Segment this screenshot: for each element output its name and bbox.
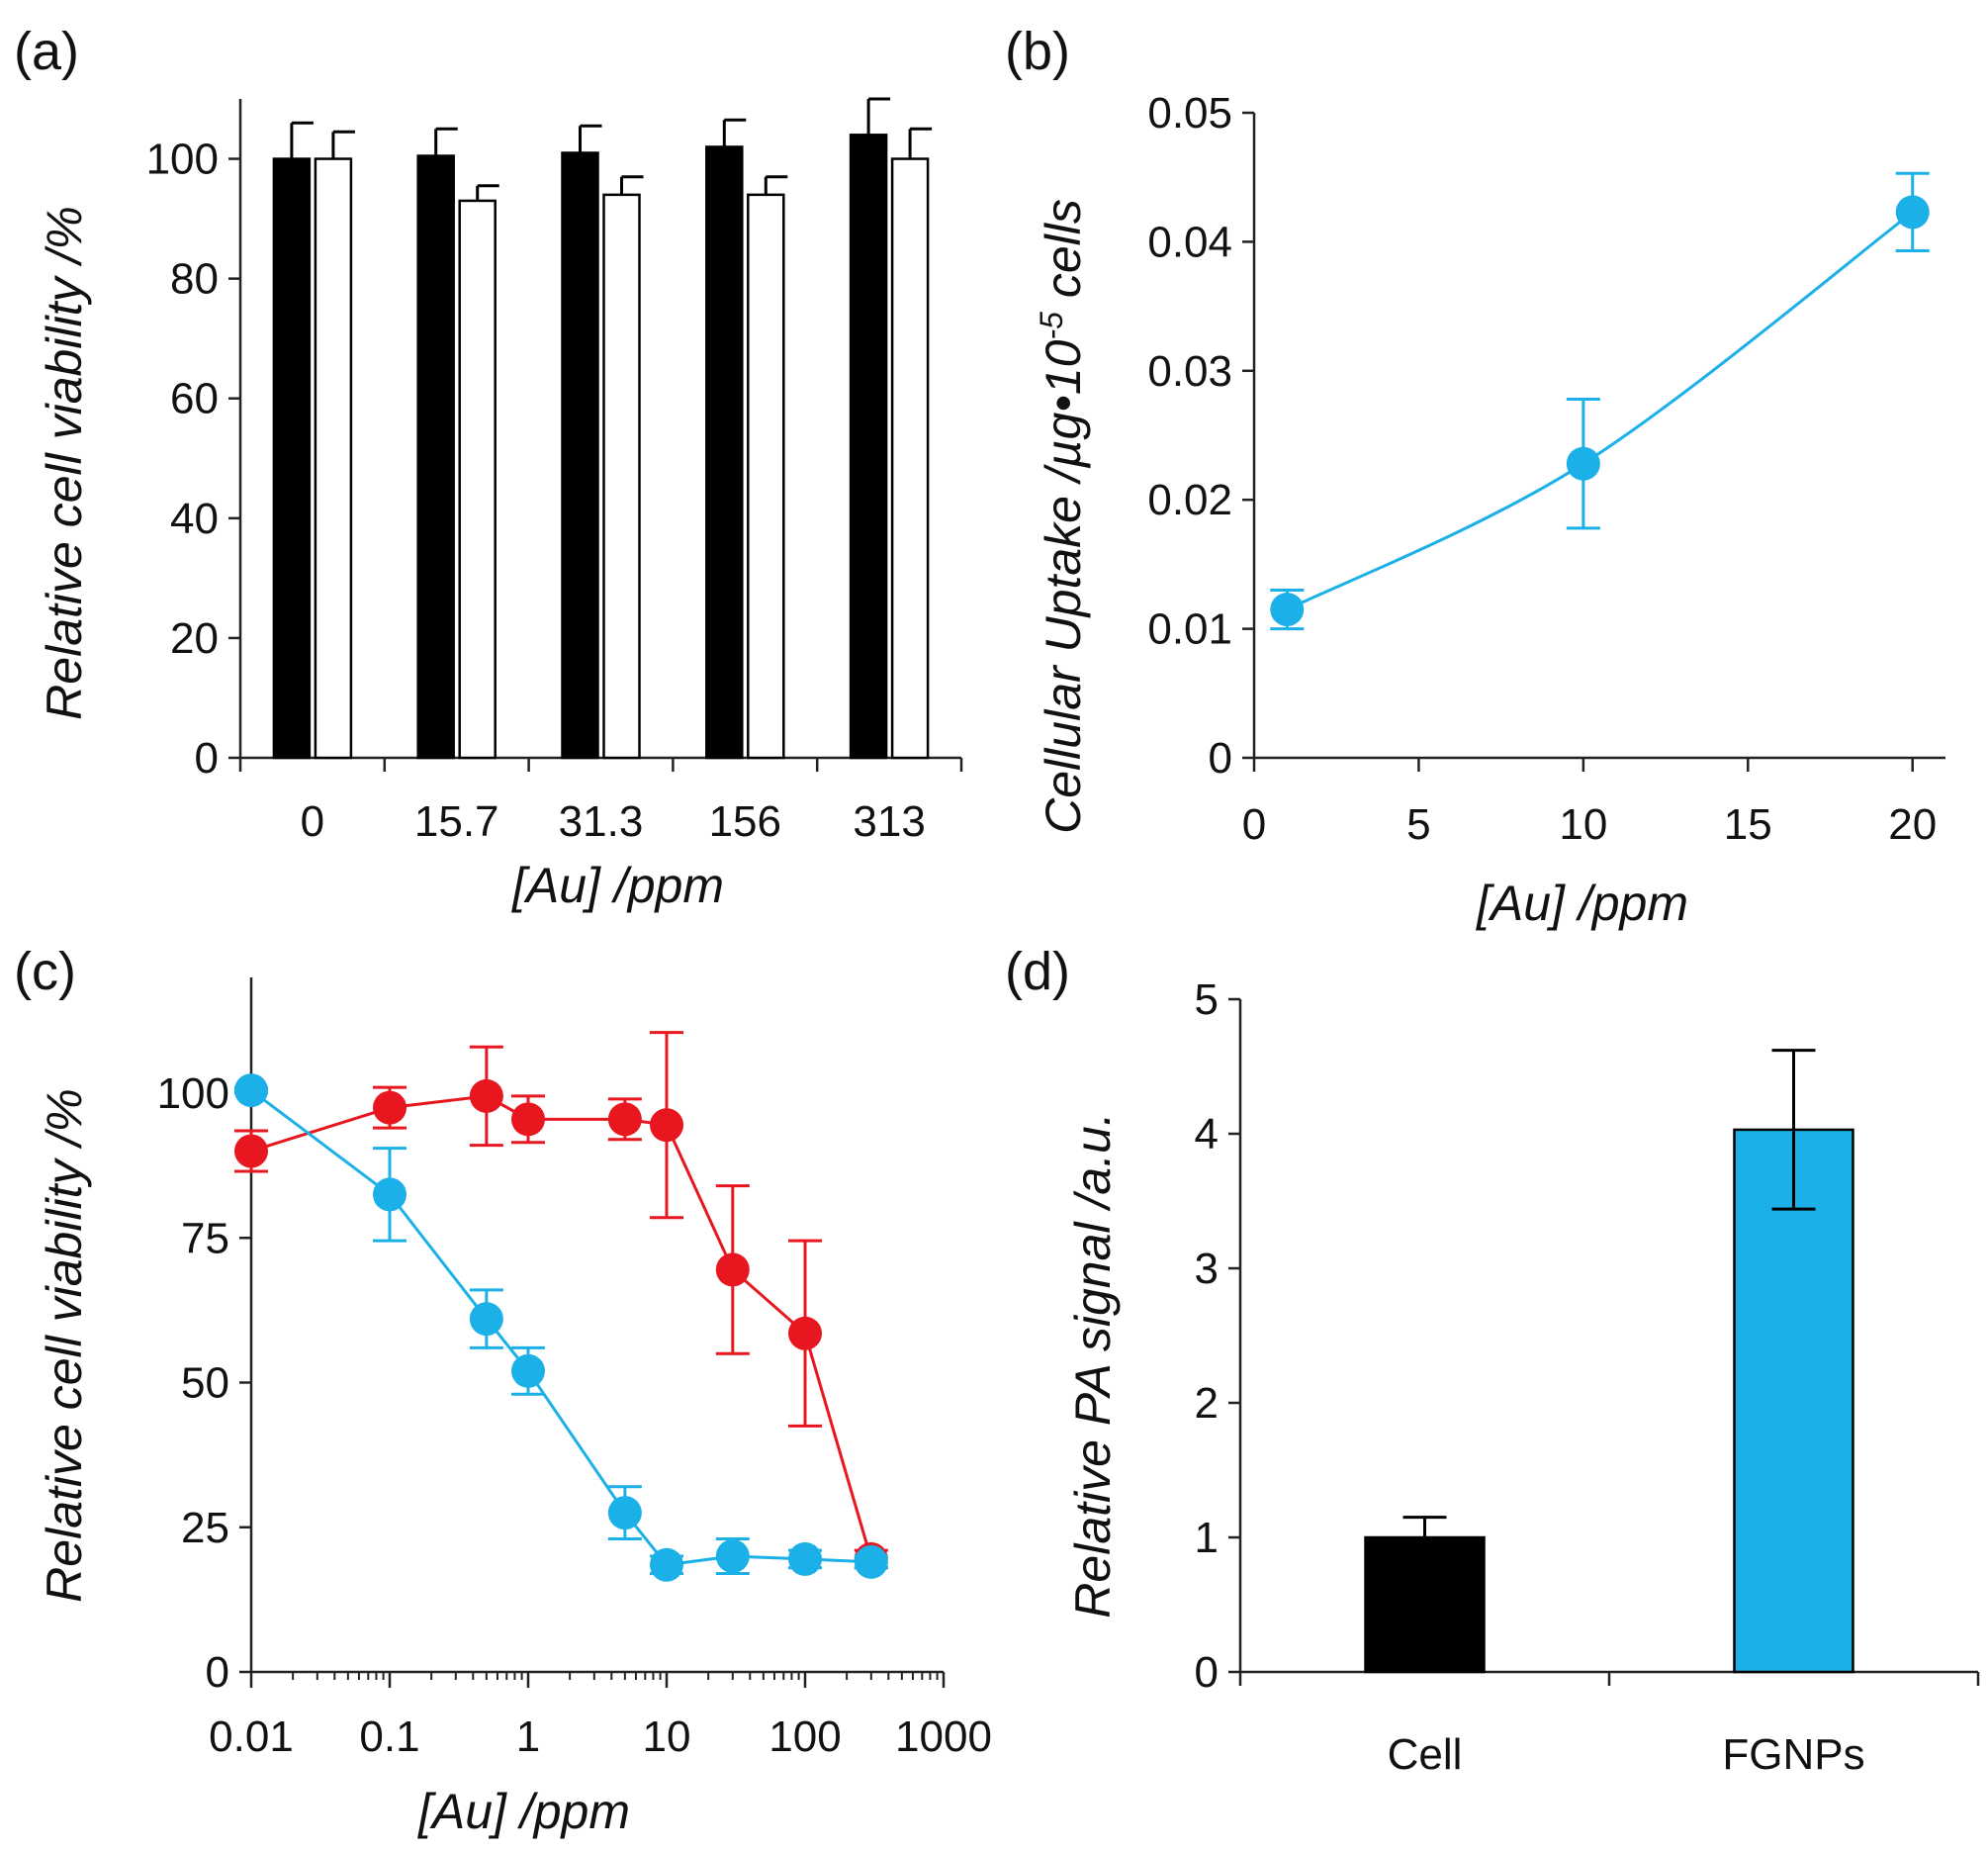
panel-b-ylabel-main: Cellular Uptake /µg•10 <box>1036 339 1091 834</box>
panel-c-blue-point <box>234 1073 268 1108</box>
panel-c-blue-point <box>373 1177 407 1212</box>
panel-b-point <box>1895 195 1930 230</box>
panel-b-ytick-label: 0.04 <box>1147 218 1232 266</box>
panel-c-ytick-label: 100 <box>157 1069 229 1118</box>
panel-a-ytick-label: 0 <box>195 734 219 783</box>
panel-a-bar-open <box>602 193 641 760</box>
panel-b-ylabel: Cellular Uptake /µg•10-5 cells <box>1034 199 1091 834</box>
panel-b-xtick-label: 15 <box>1724 800 1772 849</box>
panel-a-letter: (a) <box>14 22 79 81</box>
panel-a-xtick-label: 313 <box>853 797 925 846</box>
panel-c-xtick-label: 1 <box>516 1713 540 1761</box>
panel-a-xtick-label: 156 <box>709 797 781 846</box>
panel-b-point <box>1270 593 1305 627</box>
panel-d-bar-fgnps <box>1733 1128 1854 1674</box>
panel-c-red-point <box>234 1134 268 1168</box>
panel-b-point <box>1566 446 1600 481</box>
panel-b-ytick-label: 0.02 <box>1147 476 1232 524</box>
panel-d-xtick-label: Cell <box>1388 1730 1463 1779</box>
panel-c-ylabel: Relative cell viability /% <box>37 1088 92 1603</box>
panel-d-ytick-label: 1 <box>1195 1514 1219 1562</box>
panel-c-xtick-label: 100 <box>768 1713 841 1761</box>
panel-a-ytick-label: 100 <box>146 136 219 184</box>
panel-d-ytick-label: 2 <box>1195 1379 1219 1428</box>
panel-c-chart: (c) Relative cell viability /% [Au] /ppm… <box>14 942 992 1839</box>
panel-c-xlabel: [Au] /ppm <box>417 1784 630 1839</box>
panel-d-chart: (d) Relative PA signal /a.u. 0 1 2 3 4 5 Cell F… <box>1005 942 1980 1779</box>
panel-c-blue-point <box>715 1539 750 1573</box>
panel-b-ytick-label: 0.03 <box>1147 347 1232 396</box>
panel-d-ytick-label: 5 <box>1195 975 1219 1024</box>
panel-c-red-point <box>373 1090 407 1125</box>
panel-c-blue-point <box>607 1496 642 1530</box>
panel-a-ytick-label: 40 <box>170 495 219 543</box>
panel-c-xtick-label: 10 <box>643 1713 691 1761</box>
panel-c-red-point <box>715 1252 750 1287</box>
panel-c-red-point <box>650 1108 683 1143</box>
panel-a-xtick-label: 15.7 <box>414 797 499 846</box>
panel-b-ylabel-sup: -5 <box>1034 312 1069 340</box>
panel-c-blue-point <box>469 1302 503 1337</box>
panel-c-blue-point <box>650 1547 683 1582</box>
panel-d-bar-cell <box>1364 1535 1486 1674</box>
panel-c-red-point <box>469 1078 503 1113</box>
panel-a-bar-open <box>458 199 497 760</box>
panel-a-bar-filled <box>849 134 888 760</box>
panel-a-xlabel: [Au] /ppm <box>511 858 724 913</box>
panel-b-xtick-label: 10 <box>1559 800 1607 849</box>
panel-a-bar-filled <box>416 154 455 760</box>
panel-a-xtick-label: 31.3 <box>559 797 644 846</box>
panel-c-blue-point <box>788 1541 822 1576</box>
panel-c-letter: (c) <box>14 942 76 1001</box>
panel-c-blue-point <box>854 1544 888 1579</box>
panel-a-bar-filled <box>705 145 744 760</box>
panel-b-ytick-label: 0.05 <box>1147 89 1232 138</box>
panel-c-blue-line <box>250 1088 871 1567</box>
panel-a-bar-filled <box>561 151 599 760</box>
panel-b-xlabel: [Au] /ppm <box>1476 876 1688 931</box>
panel-b-chart: (b) Cellular Uptake /µg•10-5 cells [Au] … <box>1005 22 1945 931</box>
panel-a-bar-open <box>747 193 785 760</box>
panel-b-ylabel-end: cells <box>1036 199 1091 312</box>
panel-b-xtick-label: 0 <box>1242 800 1266 849</box>
panel-a-ytick-label: 80 <box>170 255 219 304</box>
panel-c-xtick-label: 0.1 <box>359 1713 419 1761</box>
panel-c-blue-point <box>511 1353 545 1388</box>
panel-c-red-line <box>250 1094 873 1560</box>
panel-d-ytick-label: 3 <box>1195 1245 1219 1293</box>
panel-a-bar-open <box>314 157 353 760</box>
panel-d-ytick-label: 4 <box>1195 1110 1219 1158</box>
panel-c-red-point <box>788 1316 822 1350</box>
panel-c-red-point <box>511 1102 545 1137</box>
panel-b-ytick-label: 0 <box>1209 734 1232 783</box>
panel-c-ytick-label: 50 <box>181 1359 229 1408</box>
panel-c-red-point <box>607 1102 642 1137</box>
panel-c-xtick-label: 0.01 <box>209 1713 294 1761</box>
panel-c-xtick-label: 1000 <box>895 1713 992 1761</box>
panel-d-xtick-label: FGNPs <box>1722 1730 1864 1779</box>
panel-a-xtick-label: 0 <box>301 797 324 846</box>
panel-b-series-line <box>1286 211 1914 611</box>
panel-b-ytick-label: 0.01 <box>1147 605 1232 654</box>
panel-c-ytick-label: 0 <box>206 1648 229 1697</box>
panel-a-ylabel: Relative cell viability /% <box>37 206 92 720</box>
panel-c-ytick-label: 75 <box>181 1214 229 1262</box>
panel-a-chart: (a) Relative cell viability /% [Au] /ppm… <box>14 22 963 913</box>
panel-b-letter: (b) <box>1005 22 1070 81</box>
panel-d-letter: (d) <box>1005 942 1070 1001</box>
panel-b-xtick-label: 20 <box>1888 800 1937 849</box>
panel-a-bar-open <box>890 157 930 760</box>
panel-d-ytick-label: 0 <box>1195 1648 1219 1697</box>
panel-b-xtick-label: 5 <box>1406 800 1430 849</box>
panel-a-ytick-label: 20 <box>170 614 219 663</box>
panel-c-ytick-label: 25 <box>181 1504 229 1552</box>
panel-d-ylabel: Relative PA signal /a.u. <box>1065 1112 1121 1618</box>
panel-a-ytick-label: 60 <box>170 375 219 423</box>
panel-a-bar-filled <box>272 157 312 760</box>
